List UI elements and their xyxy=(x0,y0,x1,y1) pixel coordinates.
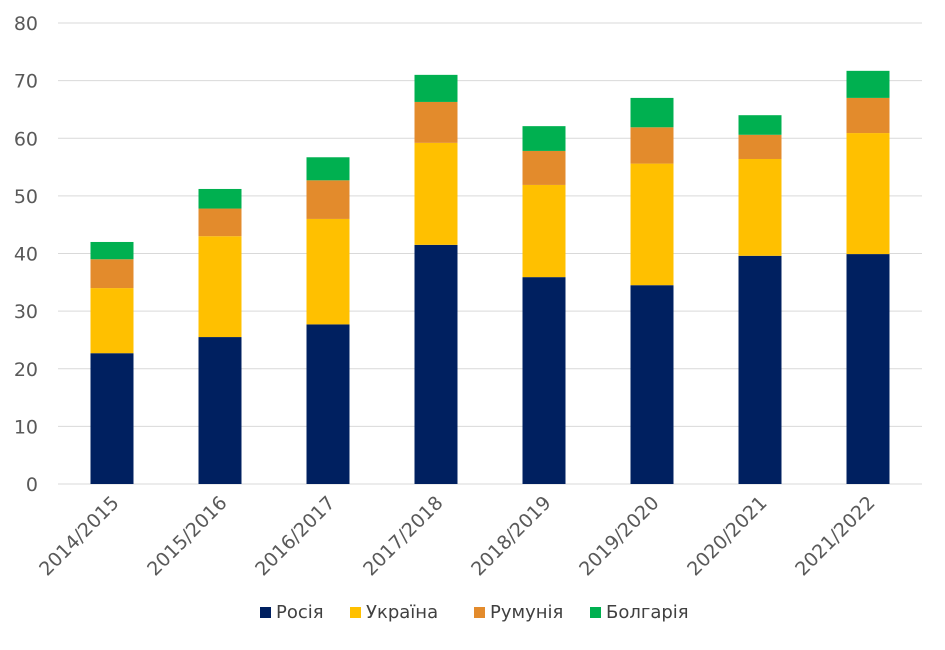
legend-swatch xyxy=(474,607,485,618)
bar-segment xyxy=(198,208,242,237)
bar-segment xyxy=(90,288,134,354)
bar-segment xyxy=(738,115,782,135)
legend-swatch xyxy=(350,607,361,618)
bar-segment xyxy=(198,236,242,338)
bar-segment xyxy=(414,101,458,143)
bar-segment xyxy=(630,97,674,128)
x-tick-label: 2017/2018 xyxy=(359,492,447,580)
bar-segment xyxy=(630,285,674,484)
bar-segment xyxy=(306,218,350,325)
bar-segment xyxy=(522,184,566,278)
x-axis: 2014/2015 2015/2016 2016/2017 2017/2018 2018… xyxy=(35,492,879,580)
bar-segment xyxy=(306,180,350,219)
y-tick-label: 20 xyxy=(14,359,38,381)
bar-segment xyxy=(522,150,566,185)
x-tick-label: 2021/2022 xyxy=(791,492,879,580)
bar-segment xyxy=(90,241,134,260)
bar-segment xyxy=(306,324,350,484)
bar-segment xyxy=(90,353,134,484)
bar-segment xyxy=(198,337,242,484)
y-tick-label: 60 xyxy=(14,128,38,150)
bar-segment xyxy=(846,254,890,484)
x-tick-label: 2015/2016 xyxy=(143,492,231,580)
bar-segment xyxy=(630,127,674,164)
y-axis: 0 10 20 30 40 50 60 70 80 xyxy=(14,13,38,496)
bar-segment xyxy=(738,134,782,159)
y-tick-label: 70 xyxy=(14,71,38,93)
bar-segment xyxy=(846,97,890,134)
bar-segment xyxy=(522,126,566,151)
bar-segment xyxy=(522,277,566,484)
legend-label: Росія xyxy=(276,602,324,623)
bar-segment xyxy=(738,158,782,256)
y-tick-label: 50 xyxy=(14,186,38,208)
x-tick-label: 2018/2019 xyxy=(467,492,555,580)
x-tick-label: 2016/2017 xyxy=(251,492,339,580)
y-tick-label: 80 xyxy=(14,13,38,35)
bar-segment xyxy=(846,70,890,98)
bar-segment xyxy=(414,244,458,484)
legend-swatch xyxy=(590,607,601,618)
x-tick-label: 2020/2021 xyxy=(683,492,771,580)
x-tick-label: 2019/2020 xyxy=(575,492,663,580)
bar-segment xyxy=(198,188,242,209)
x-tick-label: 2014/2015 xyxy=(35,492,123,580)
y-tick-label: 40 xyxy=(14,244,38,266)
legend-label: Румунія xyxy=(490,602,563,623)
bars xyxy=(90,70,890,484)
bar-segment xyxy=(90,259,134,289)
legend: Росія Україна Румунія Болгарія xyxy=(260,602,689,623)
bar-segment xyxy=(414,74,458,102)
y-tick-label: 0 xyxy=(26,474,38,496)
y-tick-label: 30 xyxy=(14,301,38,323)
legend-label: Україна xyxy=(366,602,438,623)
bar-segment xyxy=(846,133,890,255)
y-tick-label: 10 xyxy=(14,416,38,438)
bar-segment xyxy=(630,163,674,286)
legend-label: Болгарія xyxy=(606,602,689,623)
legend-swatch xyxy=(260,607,271,618)
gridlines xyxy=(58,22,922,485)
bar-segment xyxy=(306,157,350,181)
bar-segment xyxy=(738,255,782,484)
bar-segment xyxy=(414,142,458,245)
